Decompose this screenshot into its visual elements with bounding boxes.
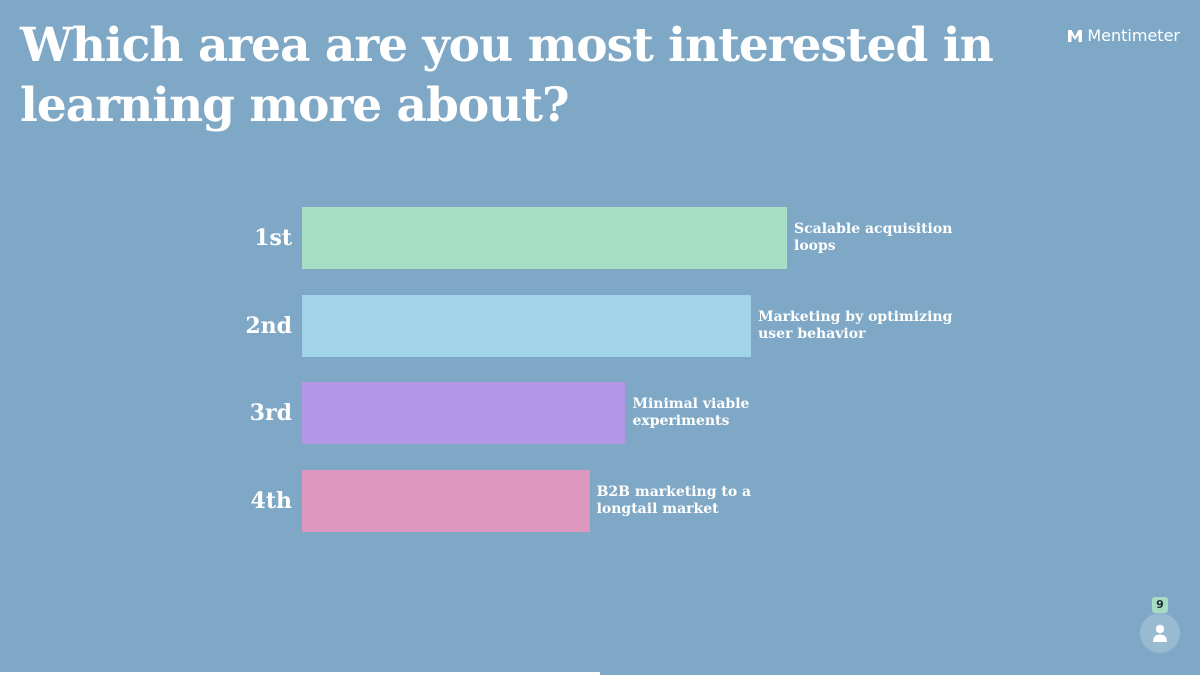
- rank-label: 4th: [250, 487, 292, 514]
- brand-logo: Mentimeter: [1068, 26, 1180, 45]
- ranking-bar: [302, 207, 787, 269]
- respondent-counter: 9: [1140, 597, 1180, 653]
- brand-name: Mentimeter: [1087, 26, 1180, 45]
- slide-title: Which area are you most interested in le…: [20, 18, 994, 133]
- rank-label: 2nd: [245, 312, 292, 339]
- rank-label: 1st: [254, 225, 292, 251]
- participant-avatar: [1140, 613, 1180, 653]
- presentation-progress-bar: [0, 672, 600, 675]
- ranking-bar: [302, 382, 626, 444]
- bar-value-label: Scalable acquisition loops: [794, 221, 953, 254]
- ranking-bar: [302, 294, 752, 357]
- respondent-count: 9: [1152, 597, 1168, 613]
- mentimeter-icon: [1068, 29, 1083, 42]
- bar-value-label: Marketing by optimizing user behavior: [758, 308, 953, 342]
- rank-label: 3rd: [249, 400, 292, 426]
- bar-value-label: B2B marketing to a longtail market: [596, 483, 752, 517]
- bar-value-label: Minimal viable experiments: [632, 396, 750, 429]
- ranking-bar: [302, 469, 590, 532]
